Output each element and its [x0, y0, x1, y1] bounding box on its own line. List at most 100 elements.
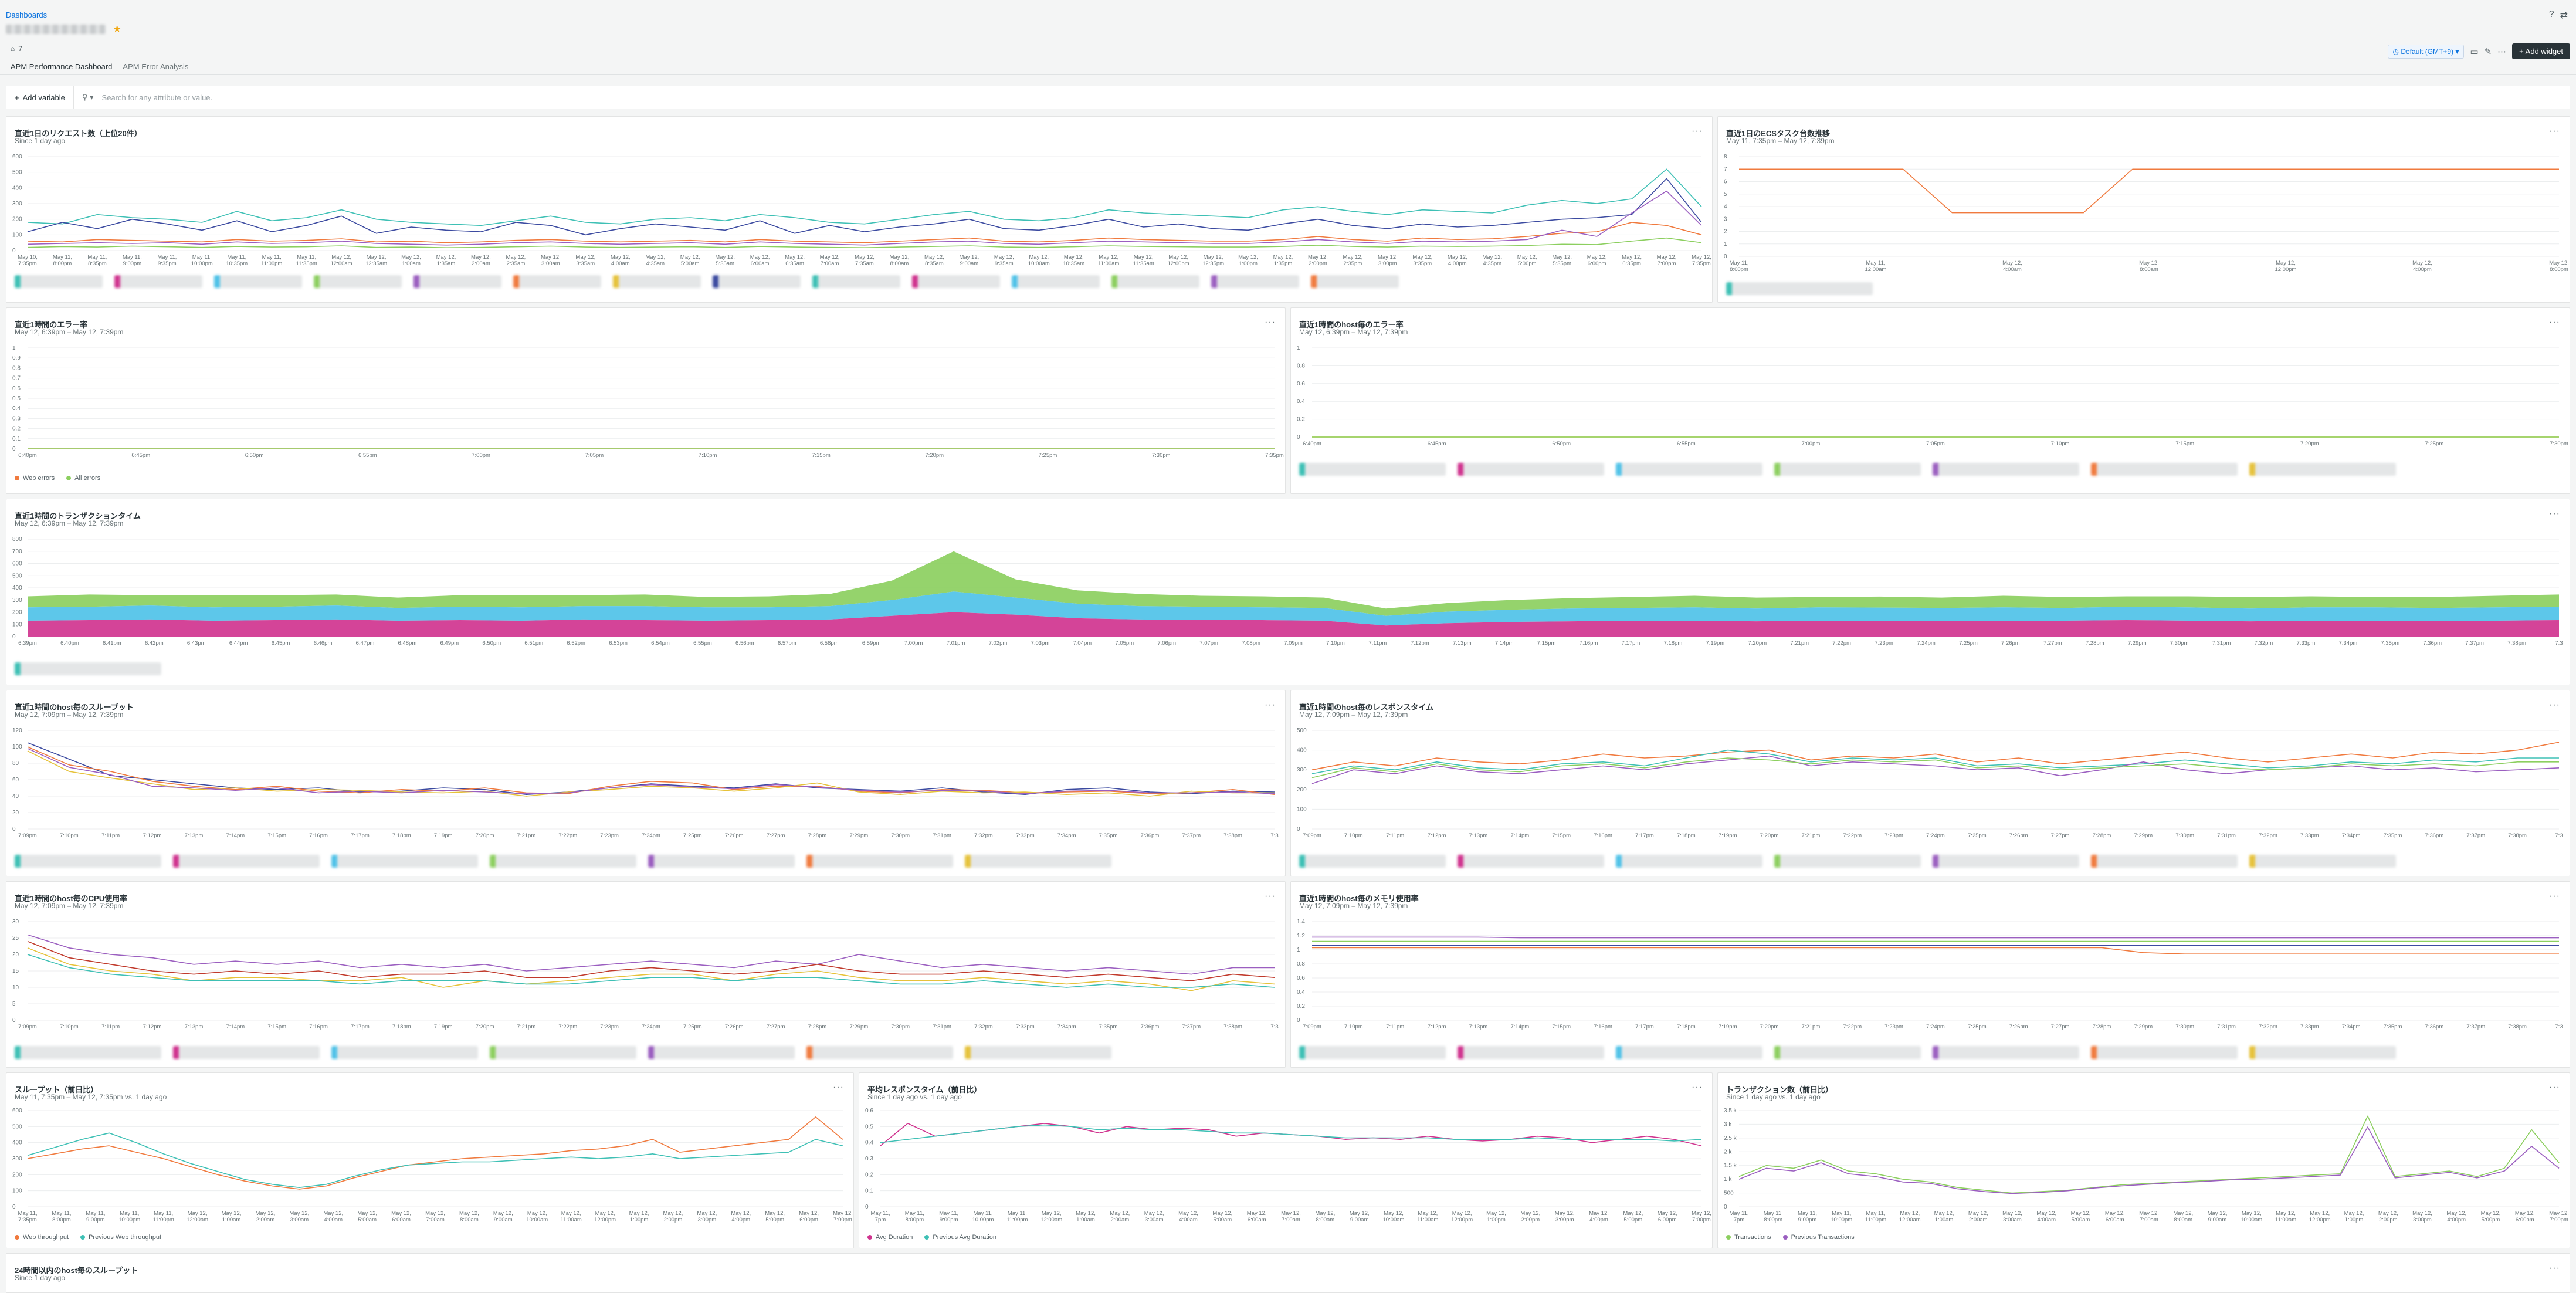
widget-menu-icon[interactable]: ··· — [2549, 509, 2560, 519]
x-tick-label: May 12, — [1378, 254, 1398, 260]
x-tick-label: 7:32pm — [2255, 640, 2273, 646]
widget-menu-icon[interactable]: ··· — [2549, 1263, 2560, 1273]
y-tick-label: 300 — [12, 201, 22, 207]
x-tick-label: 7:17pm — [351, 832, 370, 839]
x-tick-label: 6:59pm — [862, 640, 881, 646]
widget-title: 直近1日のリクエスト数（上位20件） — [15, 129, 142, 138]
breadcrumb[interactable]: Dashboards — [6, 11, 48, 19]
legend-dot — [15, 476, 19, 480]
y-tick-label: 0.4 — [1297, 398, 1305, 405]
widget-menu-icon[interactable]: ··· — [2549, 317, 2560, 327]
filter-icon[interactable]: ⚲ ▾ — [82, 93, 94, 101]
legend-item-redacted — [648, 1046, 795, 1059]
legend-item-redacted — [2091, 463, 2238, 476]
widget-menu-icon[interactable]: ··· — [2549, 1082, 2560, 1092]
x-tick-label: 7:20pm — [476, 832, 494, 839]
x-tick-label: 7:24pm — [642, 1024, 660, 1030]
x-tick-label: 7:28pm — [808, 1024, 827, 1030]
edit-icon[interactable]: ✎ — [2484, 46, 2492, 57]
favorite-star-icon[interactable]: ★ — [113, 23, 122, 35]
x-tick-label: 7:3 — [2555, 640, 2563, 646]
widget-menu-icon[interactable]: ··· — [2549, 891, 2560, 901]
y-tick-label: 100 — [1297, 806, 1307, 813]
x-tick-label: 7:30pm — [2170, 640, 2189, 646]
widget-menu-icon[interactable]: ··· — [1692, 1082, 1703, 1092]
widget-menu-icon[interactable]: ··· — [2549, 126, 2560, 136]
chart-legend: Web errors All errors — [15, 475, 100, 482]
x-tick-label: 7:21pm — [1802, 1024, 1821, 1030]
legend-item[interactable]: Web throughput — [15, 1234, 69, 1241]
x-tick-label: 7:13pm — [1469, 1024, 1488, 1030]
filter-search-input[interactable]: Search for any attribute or value. — [101, 93, 213, 102]
tags-row[interactable]: ⌂ 7 — [11, 45, 22, 53]
share-icon[interactable]: ⇄ — [2560, 11, 2568, 21]
widget-title: 平均レスポンスタイム（前日比） — [867, 1085, 982, 1094]
x-tick-label: May 12, — [541, 254, 561, 260]
x-tick-label: May 12, — [367, 254, 387, 260]
x-tick-label: 7:31pm — [2212, 640, 2231, 646]
legend-dot — [80, 1235, 86, 1240]
x-tick-label: 7:23pm — [600, 1024, 619, 1030]
legend-item[interactable]: Previous Avg Duration — [924, 1234, 996, 1241]
x-tick-label: May 11, — [1008, 1210, 1027, 1217]
help-icon[interactable]: ? — [2548, 9, 2554, 19]
widget-menu-icon[interactable]: ··· — [1265, 891, 1276, 901]
x-tick-label: 7:32pm — [974, 832, 993, 839]
legend-item[interactable]: Web errors — [15, 475, 55, 482]
widget-menu-icon[interactable]: ··· — [1265, 317, 1276, 327]
chart: 120 100 80 60 40 20 07:09pm 7:10pm 7:11pm 7:12pm 7… — [12, 727, 1279, 839]
x-tick-label: May 11, — [18, 1210, 37, 1217]
timezone-picker[interactable]: ◷ Default (GMT+9) ▾ — [2387, 44, 2465, 59]
x-tick-label: 7:22pm — [1832, 640, 1851, 646]
x-tick-label: 4:00am — [1179, 1217, 1198, 1223]
tab-apm-error-analysis[interactable]: APM Error Analysis — [123, 62, 189, 71]
widget-subtitle: May 11, 7:35pm – May 12, 7:35pm vs. 1 da… — [15, 1093, 167, 1101]
line-series-orange — [1311, 742, 2560, 770]
widget-menu-icon[interactable]: ··· — [1692, 126, 1703, 136]
x-tick-label: 11:00am — [1098, 260, 1119, 267]
tv-mode-icon[interactable]: ▭ — [2470, 46, 2479, 57]
legend-item[interactable]: Previous Transactions — [1782, 1234, 1855, 1241]
x-tick-label: 5:00am — [2072, 1217, 2090, 1223]
widget-menu-icon[interactable]: ··· — [833, 1082, 844, 1092]
add-variable-button[interactable]: + Add variable — [6, 86, 74, 109]
x-tick-label: 7:36pm — [2425, 1024, 2444, 1030]
x-tick-label: 6:49pm — [440, 640, 459, 646]
y-tick-label: 600 — [12, 1108, 22, 1114]
legend-item[interactable]: Previous Web throughput — [80, 1234, 161, 1241]
more-icon[interactable]: ⋯ — [2497, 46, 2507, 57]
x-tick-label: 7:35am — [855, 260, 874, 267]
x-tick-label: May 12, — [765, 1210, 785, 1217]
y-tick-label: 0 — [12, 634, 16, 640]
legend-item[interactable]: Transactions — [1726, 1234, 1771, 1241]
x-tick-label: May 12, — [1448, 254, 1467, 260]
y-tick-label: 0.4 — [12, 405, 21, 412]
x-tick-label: May 12, — [1692, 254, 1711, 260]
widget-subtitle: May 12, 6:39pm – May 12, 7:39pm — [15, 328, 124, 336]
legend-label: Previous Avg Duration — [933, 1234, 997, 1241]
x-tick-label: 7:05pm — [585, 452, 604, 459]
x-tick-label: 7:30pm — [891, 832, 910, 839]
x-tick-label: 7pm — [1734, 1217, 1745, 1223]
x-tick-label: May 11, — [52, 1210, 71, 1217]
x-tick-label: 7:34pm — [2338, 640, 2357, 646]
tab-apm-performance[interactable]: APM Performance Dashboard — [11, 62, 113, 75]
chart: 800 700 600 500 400 300 200 100 06:39pm 6:40pm 6:4… — [12, 536, 2563, 646]
x-tick-label: May 12, — [1452, 1210, 1472, 1217]
x-tick-label: 11:00am — [561, 1217, 582, 1223]
line-series-orange — [1312, 947, 2559, 954]
legend-label: Previous Transactions — [1791, 1234, 1855, 1241]
y-tick-label: 7 — [1724, 166, 1727, 172]
legend-item[interactable]: All errors — [66, 475, 100, 482]
chart-legend: Web throughput Previous Web throughput — [15, 1234, 161, 1241]
x-tick-label: May 12, — [680, 254, 700, 260]
x-tick-label: 7:12pm — [1411, 640, 1429, 646]
add-widget-button[interactable]: + Add widget — [2512, 43, 2570, 59]
widget-menu-icon[interactable]: ··· — [2549, 700, 2560, 710]
widget-menu-icon[interactable]: ··· — [1265, 700, 1276, 710]
y-tick-label: 1 — [1297, 345, 1300, 351]
x-tick-label: 7:23pm — [1875, 640, 1893, 646]
legend-item[interactable]: Avg Duration — [867, 1234, 913, 1241]
x-tick-label: 7:35pm — [2381, 640, 2399, 646]
x-tick-label: 8:00pm — [53, 260, 72, 267]
